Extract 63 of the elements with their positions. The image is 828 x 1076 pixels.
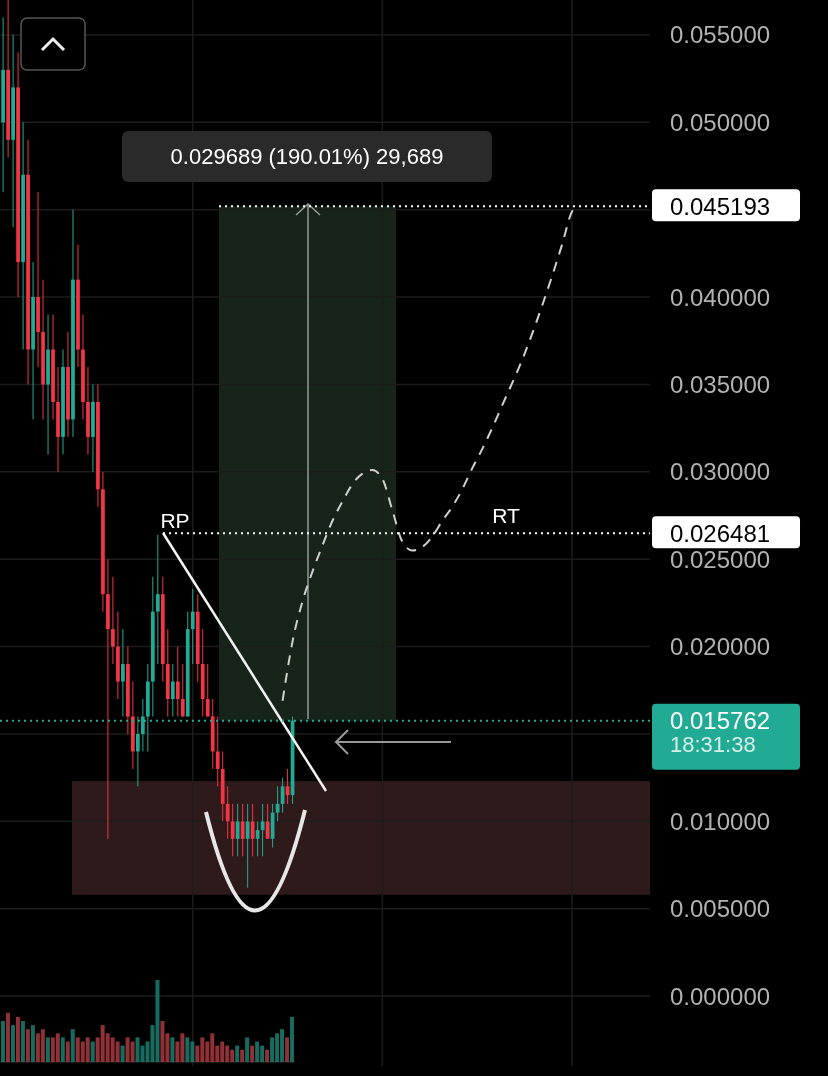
- bar: [55, 1033, 60, 1062]
- bar: [235, 1045, 240, 1062]
- candlestick: [250, 803, 255, 857]
- bar: [160, 1021, 165, 1062]
- bar: [1, 1021, 5, 1062]
- bar: [5, 1012, 10, 1062]
- annotation: RP: [160, 509, 190, 532]
- bar: [265, 1049, 270, 1062]
- candlestick: [175, 646, 180, 717]
- candlestick: [155, 534, 160, 665]
- candlestick: [245, 803, 250, 889]
- bar: [130, 1041, 135, 1062]
- text: 18:31:38: [670, 732, 756, 757]
- ref-line-label: 0.026481: [670, 519, 771, 547]
- bar: [45, 1037, 50, 1062]
- bar: [250, 1045, 255, 1062]
- bar: [60, 1037, 65, 1062]
- candlestick: [240, 803, 245, 857]
- y-tick-label: 0.020000: [670, 633, 771, 661]
- bar: [115, 1041, 120, 1062]
- bar: [90, 1041, 95, 1062]
- y-tick-label: 0.050000: [670, 108, 771, 136]
- bar: [170, 1037, 175, 1062]
- candlestick: [205, 663, 210, 717]
- bar: [245, 1037, 250, 1062]
- bar: [65, 1041, 70, 1062]
- bar: [20, 1021, 25, 1062]
- bar: [30, 1025, 35, 1062]
- bar: [270, 1037, 275, 1062]
- bar: [40, 1029, 45, 1062]
- y-tick-label: 0.000000: [670, 982, 771, 1010]
- bar: [240, 1049, 245, 1062]
- ref-line-label: 0.045193: [670, 192, 771, 220]
- bar: [185, 1037, 190, 1062]
- candlestick: [255, 820, 260, 857]
- bar: [70, 1029, 75, 1062]
- candlestick: [111, 576, 115, 665]
- candlestick: [180, 663, 185, 717]
- bar: [290, 1016, 294, 1062]
- y-tick-label: 0.025000: [670, 545, 771, 573]
- bar: [285, 1037, 290, 1062]
- bar: [25, 1029, 30, 1062]
- y-tick-label: 0.005000: [670, 895, 771, 923]
- bar: [85, 1037, 90, 1062]
- bar: [15, 1016, 20, 1062]
- y-tick-label: 0.035000: [670, 370, 771, 398]
- candlestick: [225, 785, 230, 840]
- annotation: RT: [492, 504, 520, 527]
- y-tick-label: 0.055000: [670, 21, 771, 49]
- candlestick: [190, 588, 195, 665]
- y-tick-label: 0.040000: [670, 283, 771, 311]
- ref-line-label: 0.015762: [670, 707, 771, 735]
- candlestick: [230, 803, 235, 857]
- candlestick: [170, 663, 175, 717]
- y-tick-label: 0.030000: [670, 458, 771, 486]
- bar: [120, 1045, 125, 1062]
- candlestick: [121, 628, 125, 717]
- annotation: 0.029689 (190.01%) 29,689: [170, 144, 444, 169]
- bar: [255, 1041, 260, 1062]
- candlestick: [235, 803, 240, 857]
- y-tick-label: 0.010000: [670, 807, 771, 835]
- bar: [10, 1025, 15, 1062]
- candlestick: [215, 715, 220, 787]
